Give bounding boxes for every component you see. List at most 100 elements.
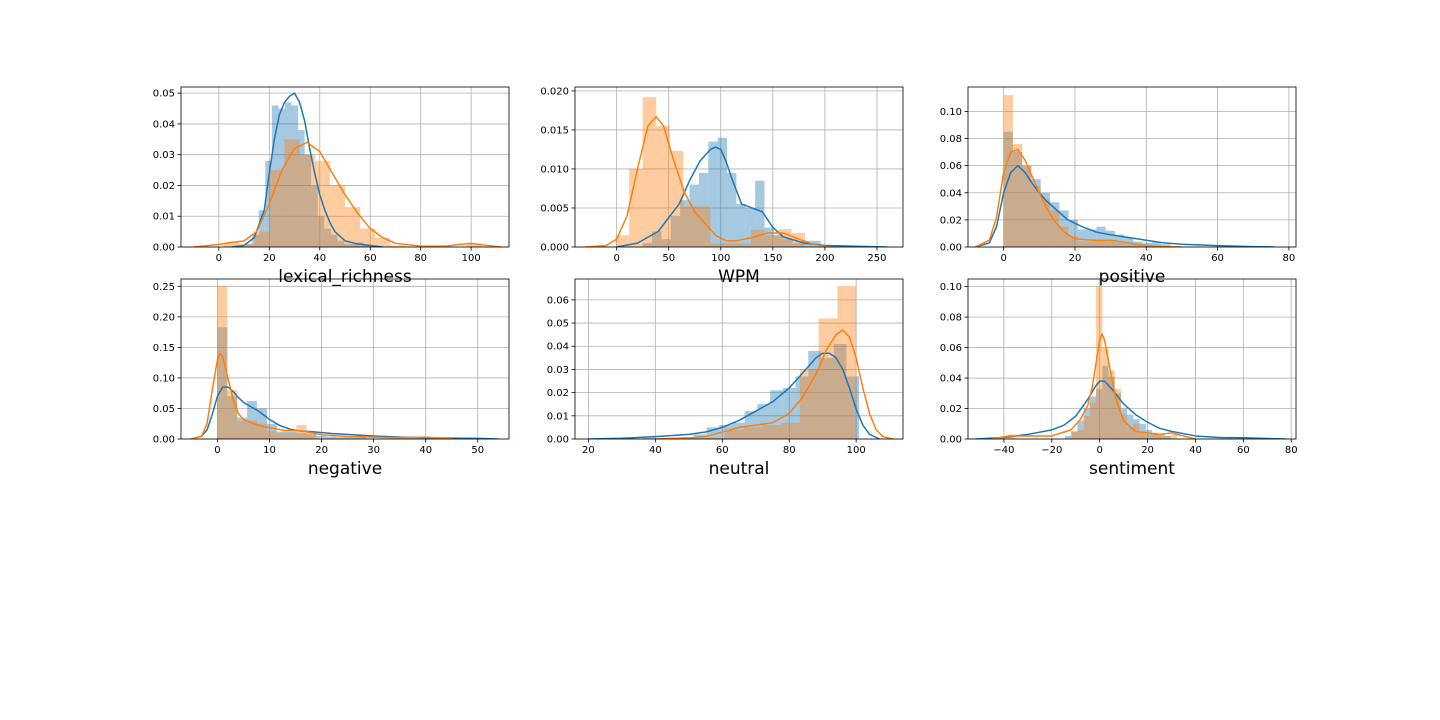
hist-bar-blue-4: [257, 408, 267, 439]
hist-bar-orange-13: [1145, 434, 1153, 439]
hist-bar-blue-0: [1003, 131, 1013, 247]
hist-bar-orange-11: [764, 235, 779, 247]
hist-bar-blue-10: [311, 185, 318, 247]
ytick-label-3: 0.03: [153, 150, 175, 161]
xtick-label-2: 40: [1140, 253, 1153, 264]
ytick-label-4: 0.04: [153, 119, 175, 130]
hist-bar-orange-11: [1105, 241, 1115, 247]
hist-bar-blue-13: [808, 350, 821, 439]
hist-bar-orange-6: [696, 206, 711, 247]
hist-bar-blue-2: [661, 239, 671, 247]
hist-bar-blue-6: [1102, 365, 1109, 439]
hist-bar-orange-5: [1050, 210, 1060, 247]
ytick-label-4: 0.20: [153, 312, 175, 323]
hist-bar-orange-13: [791, 232, 806, 247]
hist-bar-blue-5: [1096, 388, 1103, 439]
hist-bar-blue-7: [291, 105, 299, 247]
hist-bar-blue-15: [783, 239, 793, 247]
hist-bar-blue-3: [670, 215, 681, 247]
hist-bar-blue-10: [316, 435, 327, 439]
plot-area: [193, 92, 502, 247]
kde-line-orange: [991, 333, 1196, 439]
hist-bar-blue-12: [324, 228, 331, 247]
hist-bar-blue-6: [719, 425, 732, 439]
ytick-label-5: 0.10: [940, 282, 962, 293]
hist-bar-orange-2: [1022, 165, 1032, 247]
hist-bar-orange-9: [737, 243, 751, 247]
xlabel: WPM: [718, 267, 760, 287]
ytick-label-5: 0.25: [153, 282, 175, 293]
hist-bar-blue-11: [745, 207, 756, 247]
kde-line-orange: [655, 329, 894, 439]
hist-bar-orange-0: [1003, 95, 1013, 247]
xtick-label-2: 60: [716, 445, 729, 456]
axes-frame: [967, 86, 1297, 248]
hist-bar-orange-6: [818, 318, 838, 439]
hist-bar-blue-11: [1105, 230, 1115, 247]
hist-bar-blue-7: [286, 431, 297, 439]
hist-bar-blue-9: [304, 154, 312, 247]
hist-bar-orange-7: [1108, 370, 1115, 439]
hist-bar-blue-15: [833, 343, 847, 439]
hist-bar-blue-11: [326, 436, 337, 439]
xtick-label-0: −40: [993, 445, 1014, 456]
xtick-label-1: 20: [1069, 253, 1082, 264]
kde-line-blue: [616, 146, 888, 247]
hist-bar-orange-5: [266, 431, 277, 439]
hist-bar-orange-10: [1127, 426, 1134, 439]
xlabel: negative: [308, 459, 382, 479]
hist-bar-orange-3: [656, 126, 670, 247]
xtick-label-1: 20: [263, 253, 276, 264]
kde-line-orange: [585, 115, 831, 247]
xtick-label-1: −20: [1041, 445, 1062, 456]
ytick-label-2: 0.10: [153, 373, 175, 384]
xtick-label-4: 40: [1189, 445, 1202, 456]
ytick-label-4: 0.020: [540, 86, 569, 97]
hist-bar-orange-16: [1164, 435, 1171, 439]
kde-line-orange: [193, 141, 502, 247]
hist-bar-blue-5: [1050, 202, 1060, 247]
hist-bar-orange-17: [1170, 434, 1178, 439]
hist-bar-orange-9: [1087, 241, 1097, 247]
xtick-label-4: 100: [847, 445, 866, 456]
hist-bar-blue-8: [1077, 229, 1088, 247]
hist-bar-orange-12: [1139, 431, 1146, 439]
hist-bar-blue-1: [652, 231, 662, 247]
ytick-label-1: 0.02: [940, 215, 962, 226]
hist-bar-blue-6: [1059, 210, 1069, 247]
hist-bar-blue-14: [773, 235, 784, 247]
axes-frame: [574, 278, 904, 440]
hist-bar-blue-13: [346, 437, 356, 439]
hist-bar-blue-11: [1133, 419, 1140, 439]
plot-area: [585, 97, 888, 247]
axes-frame: [180, 278, 510, 440]
subplot-1: 0 50 100 150 200 250 0.000 0.005 0.010 0.015 0.020…: [540, 86, 904, 287]
ytick-label-3: 0.15: [153, 343, 175, 354]
xtick-label-3: 150: [763, 253, 782, 264]
hist-bar-orange-12: [1114, 242, 1125, 247]
hist-bar-orange-3: [269, 170, 285, 247]
hist-bar-blue-12: [755, 180, 765, 247]
axes-frame: [574, 86, 904, 248]
hist-bar-orange-10: [375, 237, 391, 247]
hist-bar-orange-10: [750, 229, 765, 247]
hist-bar-blue-15: [343, 243, 351, 247]
hist-bar-blue-14: [821, 357, 834, 439]
ytick-label-0: 0.00: [940, 243, 962, 254]
hist-bar-orange-1: [1071, 431, 1078, 439]
hist-bar-blue-9: [1120, 408, 1128, 439]
hist-bar-orange-11: [390, 245, 406, 247]
hist-bar-blue-4: [1089, 396, 1097, 439]
kde-line-blue: [588, 352, 880, 439]
hist-bar-blue-17: [1161, 244, 1171, 247]
axes-frame: [967, 278, 1297, 440]
plot-area: [975, 286, 1287, 439]
hist-bar-orange-4: [1089, 402, 1097, 439]
ytick-label-0: 0.00: [153, 243, 175, 254]
xtick-label-0: 0: [216, 253, 222, 264]
hist-bar-blue-10: [736, 204, 746, 247]
hist-bar-orange-16: [466, 243, 482, 247]
hist-bar-blue-2: [1022, 165, 1032, 247]
hist-bar-orange-6: [1102, 347, 1109, 439]
ytick-label-4: 0.08: [940, 134, 962, 145]
